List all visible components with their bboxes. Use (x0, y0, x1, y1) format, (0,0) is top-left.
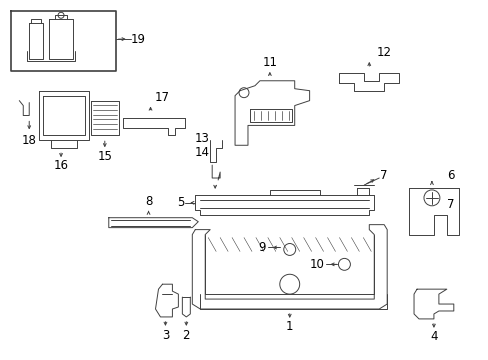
Text: 15: 15 (97, 150, 112, 163)
Text: 1: 1 (285, 320, 293, 333)
Text: 3: 3 (162, 329, 169, 342)
Text: 7: 7 (446, 198, 454, 211)
Text: 5: 5 (176, 196, 183, 209)
Text: 7: 7 (380, 168, 387, 181)
Text: 4: 4 (429, 330, 437, 343)
Text: 17: 17 (155, 91, 170, 104)
Text: 11: 11 (262, 57, 277, 69)
Text: 12: 12 (376, 46, 391, 59)
Text: 8: 8 (144, 195, 152, 208)
Text: 19: 19 (131, 33, 146, 46)
Text: 2: 2 (182, 329, 190, 342)
Text: 6: 6 (446, 168, 454, 181)
Text: 13: 13 (194, 132, 209, 145)
Text: 18: 18 (22, 134, 37, 147)
Text: 16: 16 (54, 159, 68, 172)
Text: 9: 9 (258, 241, 265, 254)
Text: 14: 14 (194, 146, 209, 159)
Text: 10: 10 (309, 258, 325, 271)
